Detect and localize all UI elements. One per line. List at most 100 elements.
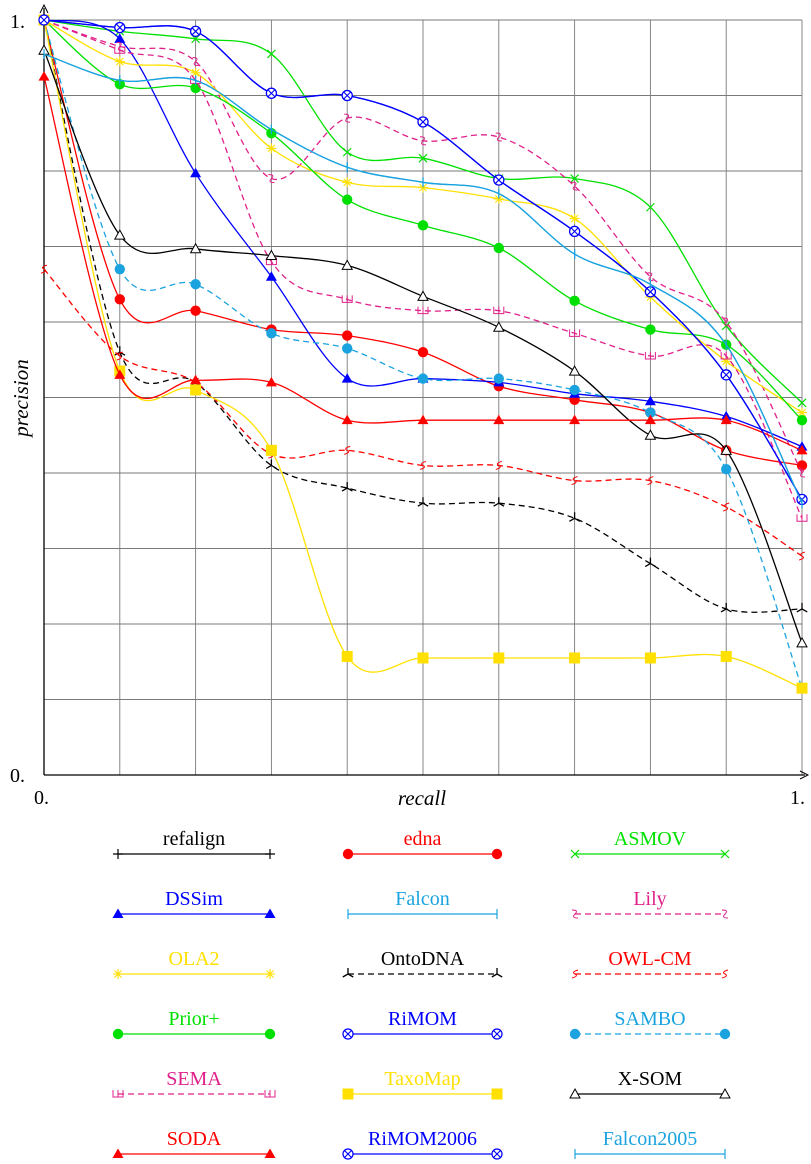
legend-label-ontodna: OntoDNA bbox=[381, 948, 465, 970]
data-point-x-som bbox=[644, 429, 657, 440]
data-point-owl-cm bbox=[495, 460, 502, 470]
data-point-lily bbox=[344, 113, 351, 123]
legend-entry-soda: SODA bbox=[112, 1128, 276, 1158]
series-soda bbox=[38, 71, 808, 455]
legend-label-falcon: Falcon bbox=[395, 888, 449, 910]
data-point-ontodna bbox=[417, 497, 429, 507]
legend-marker-left bbox=[342, 968, 354, 978]
legend-label-rimom: RiMOM bbox=[388, 1008, 457, 1030]
data-point-soda bbox=[265, 376, 277, 387]
data-point-taxomap bbox=[265, 444, 277, 456]
legend-marker-left bbox=[571, 909, 579, 919]
legend-entry-refalign: refalign bbox=[113, 828, 275, 859]
legend-marker-left bbox=[569, 1028, 581, 1040]
data-point-sema bbox=[417, 306, 429, 315]
data-point-ola2 bbox=[797, 407, 807, 418]
data-point-soda bbox=[644, 414, 656, 425]
legend-marker-left bbox=[342, 848, 354, 860]
legend-marker-right bbox=[721, 969, 729, 979]
data-point-rimom2006 bbox=[38, 14, 50, 26]
data-point-soda bbox=[341, 414, 353, 425]
legend-marker-right bbox=[491, 1088, 503, 1100]
legend-marker-right bbox=[264, 1148, 276, 1158]
legend-label-x-som: X-SOM bbox=[618, 1068, 683, 1090]
data-point-x-som bbox=[417, 290, 429, 301]
data-point-rimom2006 bbox=[114, 21, 126, 34]
data-point-rimom2006 bbox=[265, 87, 277, 99]
legend-marker-left bbox=[112, 908, 124, 918]
legend-entry-asmov: ASMOV bbox=[570, 828, 730, 859]
legend-label-sambo: SAMBO bbox=[614, 1008, 685, 1030]
data-point-x-som bbox=[720, 444, 733, 455]
data-point-ontodna bbox=[493, 497, 505, 507]
data-point-ola2 bbox=[114, 56, 125, 67]
data-point-rimom2006 bbox=[493, 174, 505, 186]
data-point-rimom2006 bbox=[190, 25, 202, 37]
legend-entry-x-som: X-SOM bbox=[569, 1068, 731, 1099]
y-axis-label: precision bbox=[9, 359, 33, 438]
data-point-sema bbox=[569, 329, 581, 337]
data-point-lily bbox=[192, 57, 199, 67]
data-point-edna bbox=[342, 330, 353, 341]
legend-label-lily: Lily bbox=[633, 888, 666, 910]
data-point-ola2 bbox=[190, 67, 201, 78]
data-point-x-som bbox=[265, 249, 278, 261]
legend-label-edna: edna bbox=[404, 828, 442, 850]
data-point-taxomap bbox=[796, 682, 808, 694]
data-point-x-som bbox=[189, 242, 202, 254]
legend-entry-lily: Lily bbox=[571, 888, 729, 919]
data-point-asmov bbox=[266, 49, 276, 59]
data-point-edna bbox=[417, 347, 429, 358]
data-point-lily bbox=[268, 174, 275, 184]
legend-marker-right bbox=[264, 908, 276, 918]
data-point-owl-cm bbox=[571, 476, 578, 486]
data-point-owl-cm bbox=[116, 351, 123, 361]
data-point-rimom2006 bbox=[417, 116, 429, 128]
data-point-asmov bbox=[570, 174, 580, 183]
data-point-sema bbox=[796, 514, 808, 522]
legend-marker-left bbox=[342, 1028, 354, 1040]
data-point-sambo bbox=[114, 263, 126, 275]
legend-label-falcon2005: Falcon2005 bbox=[603, 1128, 697, 1150]
data-point-ola2 bbox=[721, 356, 732, 367]
legend-marker-right bbox=[264, 1090, 276, 1098]
data-point-asmov bbox=[418, 153, 428, 163]
series-line-sambo bbox=[43, 19, 803, 689]
data-point-x-som bbox=[492, 321, 505, 332]
legend-label-refalign: refalign bbox=[163, 828, 225, 850]
data-point-prior- bbox=[493, 242, 504, 254]
data-point-sambo bbox=[569, 384, 580, 396]
series-ola2 bbox=[39, 15, 807, 418]
data-point-asmov bbox=[342, 147, 352, 157]
data-point-taxomap bbox=[417, 652, 429, 664]
legend-label-ola2: OLA2 bbox=[168, 948, 219, 970]
data-point-ola2 bbox=[342, 177, 353, 188]
data-point-sema bbox=[341, 295, 353, 303]
series-layer bbox=[38, 14, 808, 694]
data-point-taxomap bbox=[644, 652, 656, 664]
data-point-owl-cm bbox=[798, 551, 806, 561]
data-point-ontodna bbox=[265, 459, 277, 470]
legend-marker-left bbox=[569, 1087, 581, 1099]
data-point-soda bbox=[720, 414, 732, 425]
legend-entry-dssim: DSSim bbox=[112, 888, 276, 918]
legend-marker-left bbox=[570, 849, 580, 859]
legend-label-rimom2006: RiMOM2006 bbox=[368, 1128, 477, 1150]
data-point-ontodna bbox=[796, 602, 808, 613]
data-point-prior- bbox=[645, 324, 656, 335]
data-point-sema bbox=[720, 351, 732, 360]
data-point-sema bbox=[644, 351, 656, 360]
data-point-prior- bbox=[417, 220, 429, 231]
data-point-x-som bbox=[796, 636, 808, 648]
legend-marker-left bbox=[113, 969, 123, 979]
legend-marker-right bbox=[265, 969, 275, 979]
series-sema bbox=[38, 16, 808, 522]
data-point-ola2 bbox=[418, 182, 428, 193]
data-point-edna bbox=[114, 294, 126, 305]
legend-marker-right bbox=[264, 1028, 276, 1040]
data-point-taxomap bbox=[720, 650, 732, 662]
data-point-ontodna bbox=[341, 482, 353, 492]
series-line-owl-cm bbox=[43, 268, 803, 557]
data-point-soda bbox=[38, 71, 50, 81]
